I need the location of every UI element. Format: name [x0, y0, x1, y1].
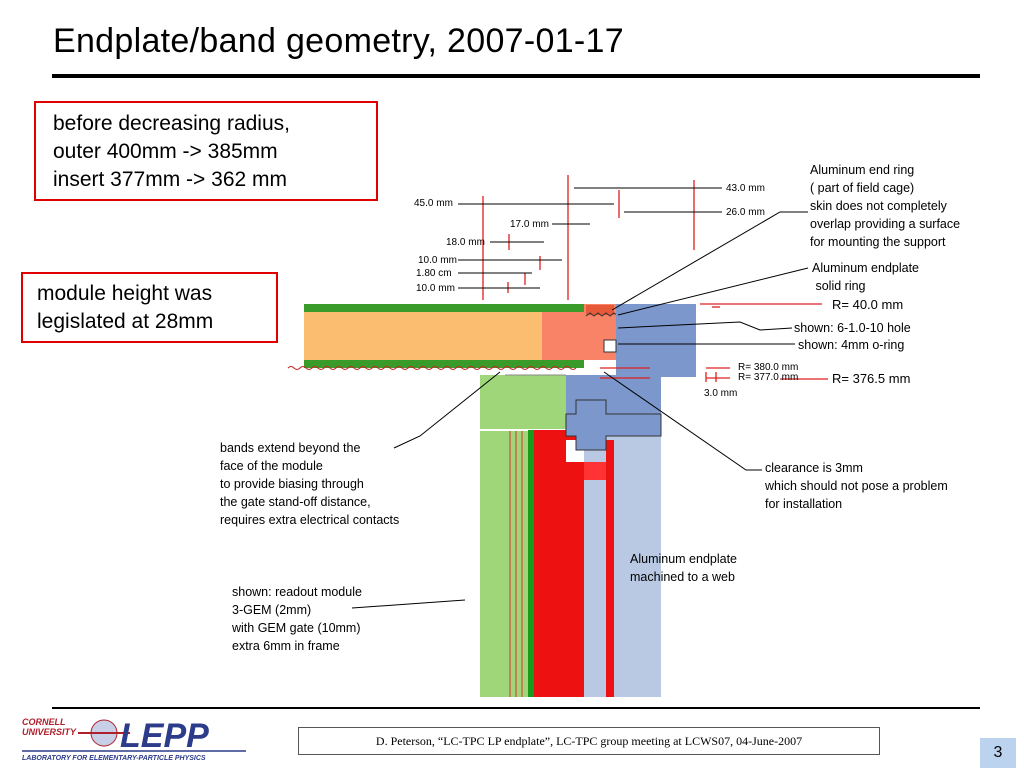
title-underline — [52, 74, 980, 78]
callout-endplate-ring: solid ring — [812, 279, 866, 293]
callout-clearance: clearance is 3mm — [765, 461, 863, 475]
logo-subtitle: LABORATORY FOR ELEMENTARY-PARTICLE PHYSI… — [22, 755, 206, 762]
callout-clearance: for installation — [765, 497, 842, 511]
callout-web: Aluminum endplate — [630, 552, 737, 566]
dark-green-strip — [528, 430, 534, 697]
callout-end-ring: Aluminum end ring — [810, 163, 914, 177]
callout-readout: shown: readout module — [232, 585, 362, 599]
callout-readout: 3-GEM (2mm) — [232, 603, 311, 617]
callout-web: machined to a web — [630, 570, 735, 584]
dim-r380: R= 380.0 mm — [738, 362, 798, 373]
dim-3: 3.0 mm — [704, 388, 737, 399]
endplate-ring — [616, 304, 696, 377]
footer-rule — [52, 707, 980, 709]
callout-endplate-ring: Aluminum endplate — [812, 261, 919, 275]
callout-end-ring: ( part of field cage) — [810, 181, 914, 195]
callout-end-ring: for mounting the support — [810, 235, 946, 249]
callout-r376: R= 376.5 mm — [832, 371, 910, 386]
citation: D. Peterson, “LC-TPC LP endplate”, LC-TP… — [298, 727, 880, 755]
callout-bands: the gate stand-off distance, — [220, 495, 371, 509]
dim-43: 43.0 mm — [726, 183, 765, 194]
radius-note-box: before decreasing radius, outer 400mm ->… — [34, 101, 378, 201]
callout-r40: R= 40.0 mm — [832, 297, 903, 312]
dim-10b: 10.0 mm — [416, 283, 455, 294]
callout-bands: face of the module — [220, 459, 323, 473]
slide-title: Endplate/band geometry, 2007-01-17 — [53, 22, 624, 60]
wave-line — [287, 366, 577, 370]
lepp-logo-graphic: CORNELL UNIVERSITY LEPP LABORATORY FOR E… — [22, 717, 246, 762]
dim-17: 17.0 mm — [510, 219, 549, 230]
dim-45: 45.0 mm — [414, 198, 453, 209]
bolt-shape — [565, 399, 662, 451]
green-band-lower — [480, 430, 532, 697]
module-frame — [542, 312, 584, 360]
module-body — [304, 312, 542, 360]
threaded-part — [586, 305, 614, 315]
radius-note-line: insert 377mm -> 362 mm — [53, 168, 287, 191]
module-note-line: legislated at 28mm — [37, 310, 214, 333]
dim-10a: 10.0 mm — [418, 255, 457, 266]
dim-26: 26.0 mm — [726, 207, 765, 218]
callout-end-ring: skin does not completely — [810, 199, 948, 213]
lepp-logo: CORNELL UNIVERSITY LEPP LABORATORY FOR E… — [18, 713, 248, 763]
thread-marks — [585, 312, 619, 317]
radius-note-line: outer 400mm -> 385mm — [53, 140, 278, 163]
logo-mark: LEPP — [120, 717, 209, 755]
callout-end-ring: overlap providing a surface — [810, 217, 960, 231]
dimension-guides — [482, 175, 828, 382]
page-number: 3 — [980, 738, 1016, 768]
red-strip — [606, 440, 614, 697]
logo-cornell: CORNELL — [22, 717, 66, 727]
oring — [603, 339, 617, 353]
module-top-strip — [304, 304, 584, 312]
red-block-front — [584, 462, 606, 480]
dim-r377: R= 377.0 mm — [738, 372, 798, 383]
dim-18: 18.0 mm — [446, 237, 485, 248]
callout-readout: with GEM gate (10mm) — [231, 621, 361, 635]
dim-180: 1.80 cm — [416, 268, 452, 279]
callout-readout: extra 6mm in frame — [232, 639, 340, 653]
radius-note-line: before decreasing radius, — [53, 112, 290, 135]
module-note-line: module height was — [37, 282, 213, 305]
callout-bands: to provide biasing through — [220, 477, 364, 491]
module-note-box: module height was legislated at 28mm — [21, 272, 278, 343]
callout-oring: shown: 4mm o-ring — [798, 338, 904, 352]
callout-bands: requires extra electrical contacts — [220, 513, 399, 527]
readout-module — [534, 430, 584, 697]
callout-bands: bands extend beyond the — [220, 441, 360, 455]
module-bottom-strip — [304, 360, 584, 368]
callout-hole: shown: 6-1.0-10 hole — [794, 321, 911, 335]
logo-university: UNIVERSITY — [22, 727, 77, 737]
callout-clearance: which should not pose a problem — [764, 479, 948, 493]
leader-lines — [351, 187, 809, 609]
